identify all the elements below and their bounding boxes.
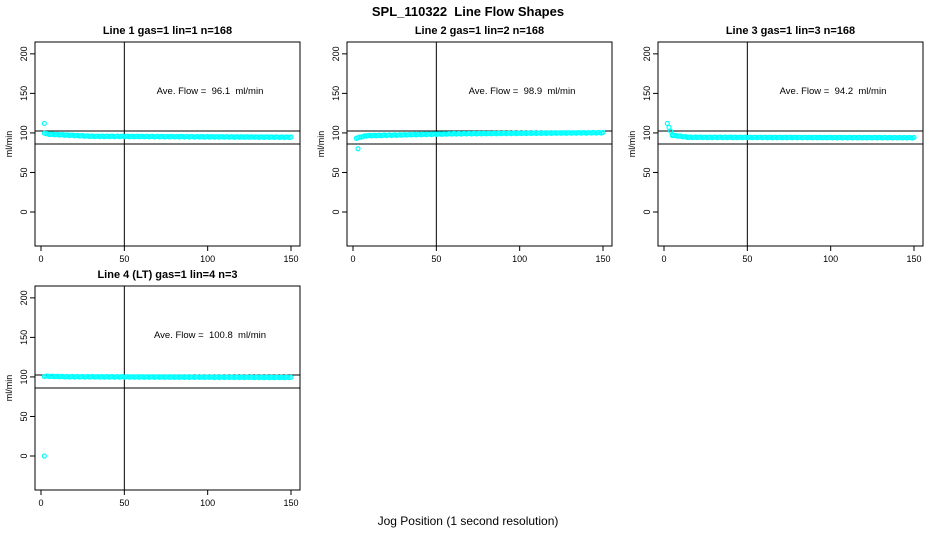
plot-border	[657, 41, 924, 247]
data-point	[288, 134, 294, 140]
data-point	[188, 374, 194, 380]
y-tick-label: 150	[642, 86, 652, 101]
y-tick-label: 150	[19, 86, 29, 101]
annotation-line-1: Ave. Flow = 96.1 ml/min	[156, 86, 264, 97]
y-tick-label: 50	[642, 167, 652, 177]
panel-title-line-4: Line 4 (LT) gas=1 lin=4 n=3	[97, 269, 238, 281]
y-tick-label: 200	[331, 46, 341, 61]
data-point	[911, 134, 917, 141]
y-tick-label: 200	[19, 46, 29, 61]
x-tick-label: 50	[119, 254, 129, 264]
y-tick-label: 50	[19, 411, 29, 421]
x-tick-label: 100	[512, 254, 527, 264]
y-tick-label: 100	[331, 125, 341, 140]
x-tick-label: 150	[283, 254, 298, 264]
plot-area-2: 0 50 100 150 0 50 100 150 200	[642, 41, 924, 264]
x-tick-label: 0	[38, 498, 43, 508]
y-tick-label: 150	[331, 86, 341, 101]
data-point	[188, 133, 194, 140]
outlier-point	[355, 146, 361, 152]
y-tick-label: 100	[19, 369, 29, 384]
outlier-point	[41, 453, 47, 459]
x-tick-label: 150	[906, 254, 921, 264]
y-tick-label: 100	[19, 125, 29, 140]
outlier-point	[669, 131, 675, 138]
annotation-line-3: Ave. Flow = 94.2 ml/min	[779, 86, 887, 97]
plot-area-3: 0 50 100 150 0 50 100 150 200	[19, 285, 301, 508]
x-tick-label: 100	[200, 254, 215, 264]
x-tick-label: 150	[283, 498, 298, 508]
annotation-line-4: Ave. Flow = 100.8 ml/min	[153, 330, 267, 341]
x-tick-label: 50	[431, 254, 441, 264]
y-tick-label: 200	[19, 290, 29, 305]
x-axis-label: Jog Position (1 second resolution)	[377, 514, 559, 528]
annotation-line-2: Ave. Flow = 98.9 ml/min	[468, 86, 576, 97]
data-point	[600, 129, 606, 136]
y-tick-label: 0	[331, 209, 341, 214]
plot-area-1: 0 50 100 150 0 50 100 150 200	[331, 41, 613, 264]
plot-border	[34, 41, 301, 247]
y-tick-label: 50	[19, 167, 29, 177]
x-tick-label: 0	[350, 254, 355, 264]
y-tick-label: 50	[331, 167, 341, 177]
data-point	[816, 134, 822, 140]
y-tick-label: 0	[19, 453, 29, 458]
figure-title: SPL_110322 Line Flow Shapes	[371, 4, 565, 19]
panel-title-line-1: Line 1 gas=1 lin=1 n=168	[102, 25, 233, 37]
plot-area-0: 0 50 100 150 0 50 100 150 200	[19, 41, 301, 264]
x-tick-label: 150	[595, 254, 610, 264]
x-tick-label: 0	[38, 254, 43, 264]
outlier-point	[41, 120, 47, 127]
data-point	[510, 130, 516, 136]
x-tick-label: 100	[823, 254, 838, 264]
x-tick-label: 50	[119, 498, 129, 508]
y-tick-label: 150	[19, 330, 29, 345]
panel-title-line-3: Line 3 gas=1 lin=3 n=168	[725, 25, 856, 37]
y-tick-label: 0	[642, 209, 652, 214]
x-tick-label: 0	[661, 254, 666, 264]
plot-border	[346, 41, 613, 247]
y-tick-label: 200	[642, 46, 652, 61]
x-tick-label: 100	[200, 498, 215, 508]
plot-border	[34, 285, 301, 491]
data-point	[288, 374, 294, 380]
y-tick-label: 0	[19, 209, 29, 214]
panel-title-line-2: Line 2 gas=1 lin=2 n=168	[414, 25, 545, 37]
x-tick-label: 50	[742, 254, 752, 264]
y-tick-label: 100	[642, 125, 652, 140]
